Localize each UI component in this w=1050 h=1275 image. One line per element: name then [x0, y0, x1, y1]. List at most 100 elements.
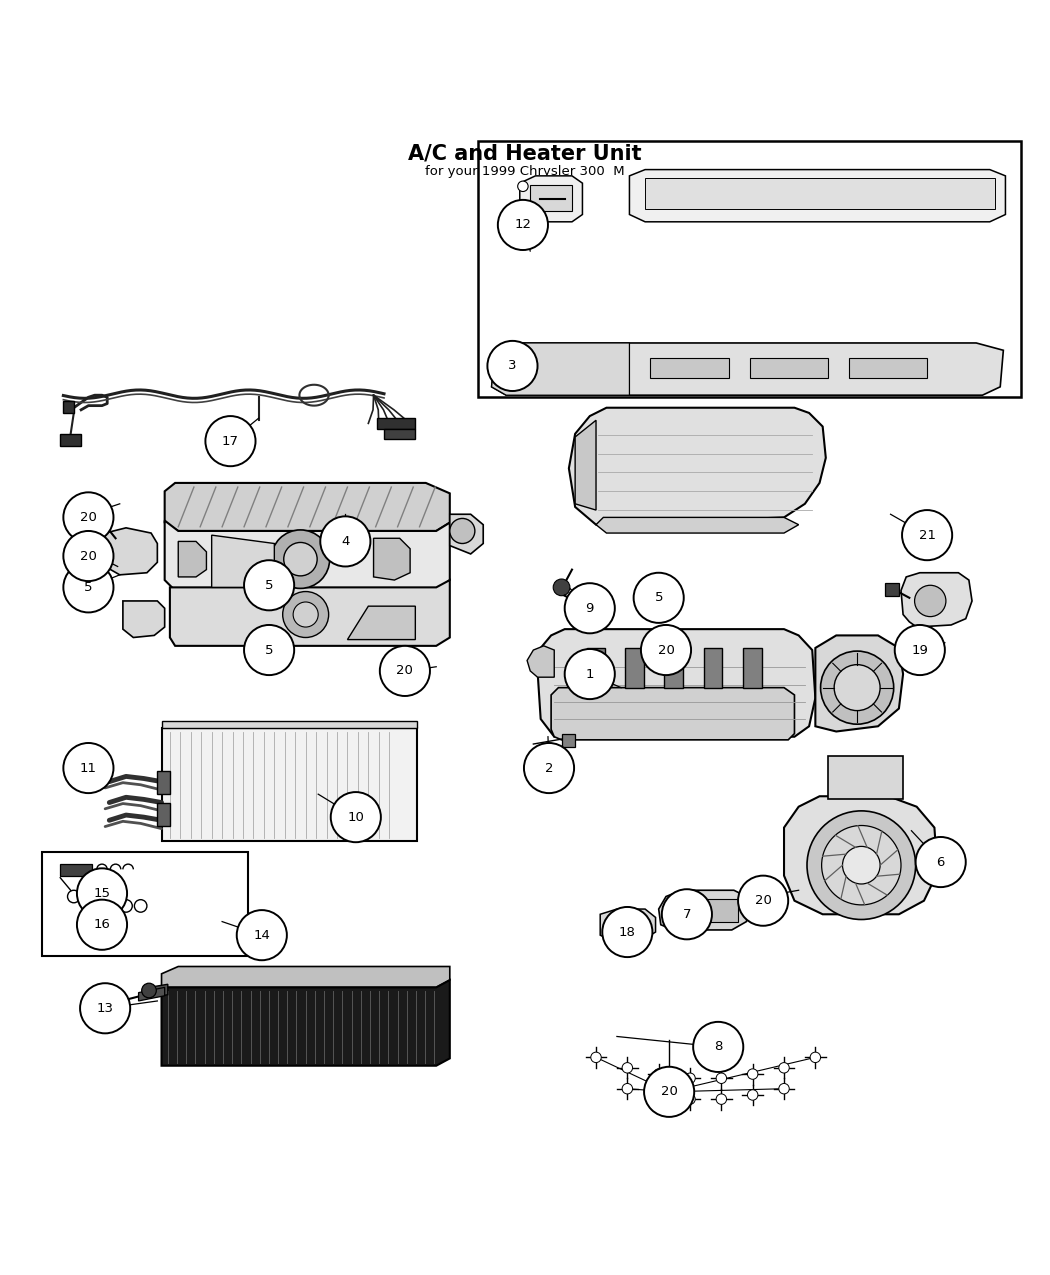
Circle shape [244, 625, 294, 674]
Polygon shape [377, 418, 416, 428]
Text: 12: 12 [514, 218, 531, 232]
Circle shape [449, 519, 475, 543]
Circle shape [916, 836, 966, 887]
Polygon shape [901, 572, 972, 627]
Text: 8: 8 [714, 1040, 722, 1053]
Polygon shape [170, 580, 449, 646]
Text: 10: 10 [348, 811, 364, 824]
Text: 14: 14 [253, 928, 270, 942]
Circle shape [693, 1021, 743, 1072]
Circle shape [236, 910, 287, 960]
Text: 17: 17 [222, 435, 239, 448]
Polygon shape [348, 606, 416, 640]
Polygon shape [212, 536, 274, 588]
Circle shape [85, 890, 98, 903]
Circle shape [623, 1062, 632, 1074]
Circle shape [660, 643, 671, 653]
Bar [162, 728, 418, 842]
Polygon shape [162, 980, 449, 1066]
Polygon shape [449, 514, 483, 553]
Text: 20: 20 [80, 550, 97, 562]
Polygon shape [63, 402, 74, 413]
Circle shape [895, 625, 945, 674]
Circle shape [63, 743, 113, 793]
Text: 20: 20 [657, 644, 674, 657]
Polygon shape [60, 434, 81, 446]
Circle shape [331, 792, 381, 843]
Text: 3: 3 [508, 360, 517, 372]
Circle shape [779, 1084, 790, 1094]
Text: 7: 7 [682, 908, 691, 921]
Circle shape [487, 340, 538, 391]
Circle shape [644, 1067, 694, 1117]
Circle shape [491, 358, 506, 374]
Circle shape [206, 416, 255, 467]
Circle shape [524, 743, 574, 793]
Text: 5: 5 [265, 579, 273, 592]
Polygon shape [551, 687, 795, 739]
Polygon shape [601, 909, 655, 941]
Circle shape [842, 847, 880, 884]
Polygon shape [575, 421, 596, 510]
Text: 19: 19 [911, 644, 928, 657]
Circle shape [284, 542, 317, 576]
Text: 2: 2 [545, 761, 553, 774]
Circle shape [685, 1074, 695, 1084]
Circle shape [738, 876, 789, 926]
Circle shape [834, 664, 880, 710]
Circle shape [779, 1062, 790, 1074]
Circle shape [518, 181, 528, 191]
Polygon shape [658, 890, 750, 929]
Polygon shape [105, 528, 158, 575]
Circle shape [902, 510, 952, 560]
Text: 15: 15 [93, 887, 110, 900]
Polygon shape [60, 864, 91, 876]
Text: 5: 5 [265, 644, 273, 657]
Circle shape [821, 652, 894, 724]
Polygon shape [848, 357, 927, 379]
Circle shape [63, 562, 113, 612]
Text: 20: 20 [660, 1085, 677, 1098]
Polygon shape [162, 966, 449, 987]
Circle shape [77, 900, 127, 950]
Text: 13: 13 [97, 1002, 113, 1015]
Bar [158, 802, 170, 825]
Polygon shape [538, 629, 816, 737]
Circle shape [591, 1052, 602, 1062]
Circle shape [716, 1074, 727, 1084]
Circle shape [120, 900, 132, 912]
Circle shape [67, 890, 80, 903]
Circle shape [63, 530, 113, 581]
Circle shape [565, 583, 615, 634]
Bar [478, 142, 1021, 398]
Text: 9: 9 [586, 602, 594, 615]
Circle shape [142, 983, 156, 998]
Circle shape [244, 560, 294, 611]
Circle shape [77, 868, 127, 918]
Polygon shape [562, 733, 575, 747]
Circle shape [633, 572, 684, 623]
Polygon shape [629, 170, 1006, 222]
Circle shape [653, 1090, 664, 1100]
Polygon shape [374, 538, 411, 580]
Text: 1: 1 [586, 668, 594, 681]
Polygon shape [527, 646, 554, 677]
Bar [827, 756, 903, 799]
Text: 16: 16 [93, 918, 110, 931]
Text: for your 1999 Chrysler 300  M: for your 1999 Chrysler 300 M [425, 166, 625, 178]
Circle shape [518, 201, 528, 213]
Circle shape [63, 492, 113, 542]
Circle shape [282, 592, 329, 638]
Circle shape [83, 547, 93, 557]
Circle shape [640, 625, 691, 674]
Circle shape [807, 811, 916, 919]
Circle shape [685, 1094, 695, 1104]
Polygon shape [784, 797, 938, 914]
Circle shape [748, 1068, 758, 1080]
Polygon shape [491, 343, 629, 395]
Polygon shape [165, 483, 449, 530]
Polygon shape [650, 357, 729, 379]
Text: 11: 11 [80, 761, 97, 774]
Polygon shape [384, 428, 416, 439]
Bar [704, 648, 722, 687]
